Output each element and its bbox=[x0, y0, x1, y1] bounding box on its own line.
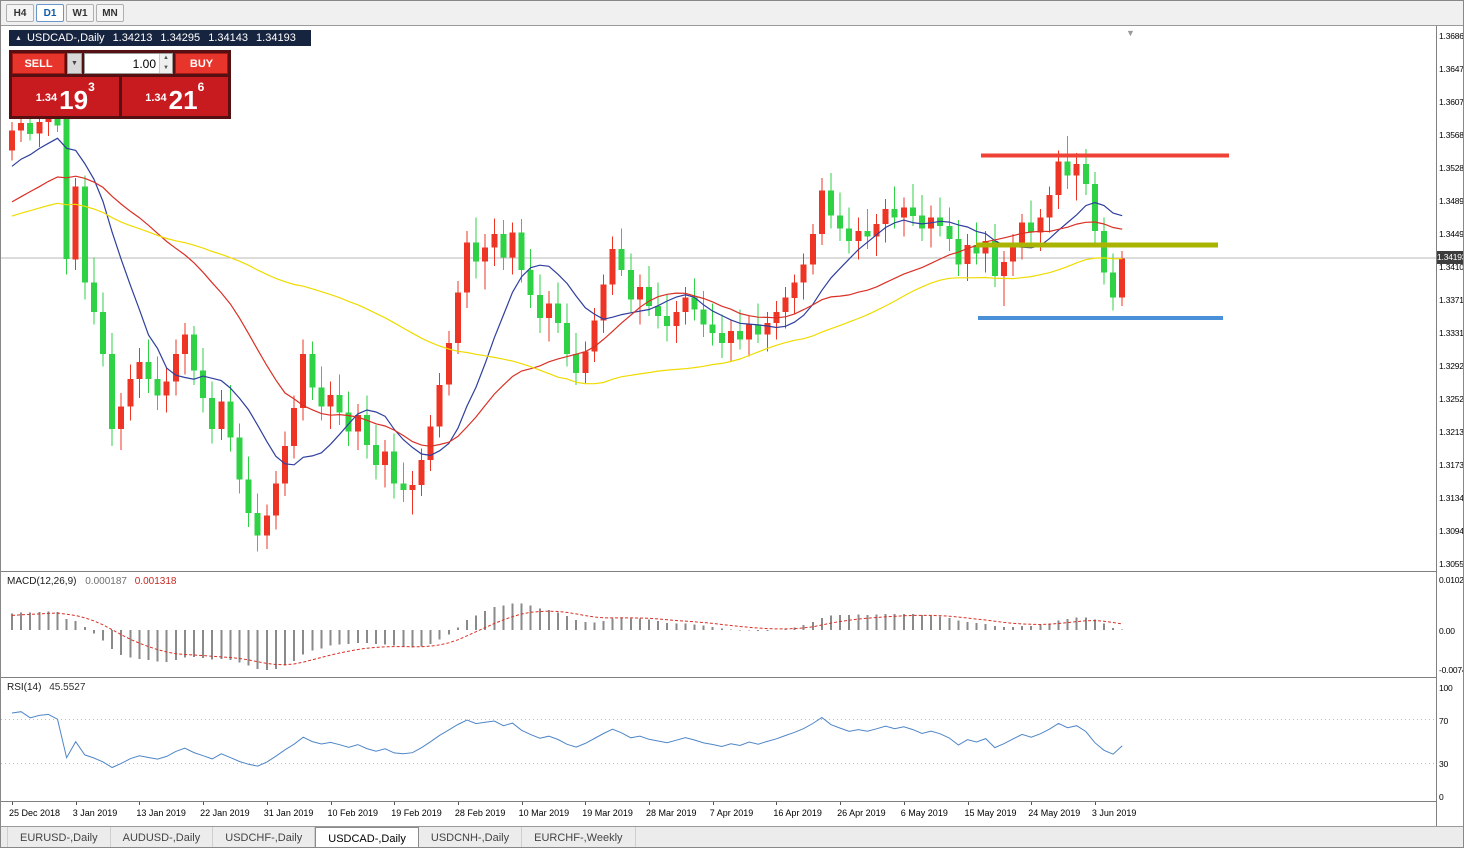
volume-input[interactable] bbox=[85, 54, 159, 73]
tab-eurusd-daily[interactable]: EURUSD-,Daily bbox=[7, 827, 111, 847]
sell-button[interactable]: SELL bbox=[12, 53, 65, 74]
candles-layer bbox=[9, 110, 1126, 552]
tab-usdcad-daily[interactable]: USDCAD-,Daily bbox=[315, 827, 419, 847]
panel-divider[interactable] bbox=[1, 677, 1436, 678]
current-price-badge: 1.34193 bbox=[1437, 251, 1464, 265]
stepper-up-icon[interactable]: ▲ bbox=[160, 54, 172, 64]
tab-usdcnh-daily[interactable]: USDCNH-,Daily bbox=[419, 827, 523, 847]
chart-shift-icon[interactable]: ▼ bbox=[1126, 28, 1135, 38]
macd-name: MACD(12,26,9) bbox=[7, 576, 77, 587]
volume-field: ▲▼ bbox=[84, 53, 173, 74]
ohlc-readout: 1.34213 1.34295 1.34143 1.34193 bbox=[113, 32, 301, 44]
close-value: 1.34193 bbox=[256, 32, 296, 44]
tab-usdchf-daily[interactable]: USDCHF-,Daily bbox=[213, 827, 316, 847]
bid-big-digits: 19 bbox=[59, 85, 89, 115]
price-chart[interactable] bbox=[1, 26, 1436, 571]
rsi-indicator-label: RSI(14) 45.5527 bbox=[7, 682, 85, 693]
panel-divider bbox=[1, 801, 1436, 802]
tab-audusd-daily[interactable]: AUDUSD-,Daily bbox=[111, 827, 214, 847]
timeframe-w1-button[interactable]: W1 bbox=[66, 4, 94, 22]
axis-divider bbox=[1436, 26, 1437, 826]
ask-big-digits: 21 bbox=[168, 85, 198, 115]
chart-expand-icon: ▲ bbox=[15, 34, 22, 42]
timeframe-d1-button[interactable]: D1 bbox=[36, 4, 64, 22]
volume-stepper[interactable]: ▲ ▼ bbox=[159, 54, 172, 73]
ask-price-button[interactable]: 1.34 21 6 bbox=[121, 77, 228, 116]
low-value: 1.34143 bbox=[208, 32, 248, 44]
bid-pip-digit: 3 bbox=[88, 80, 95, 94]
timeframe-toolbar: H4 D1 W1 MN bbox=[1, 1, 1463, 26]
high-value: 1.34295 bbox=[160, 32, 201, 44]
chart-symbol-label: USDCAD-,Daily bbox=[26, 32, 105, 44]
ask-pip-digit: 6 bbox=[197, 80, 205, 94]
moving-averages-layer bbox=[11, 137, 1123, 466]
macd-histogram bbox=[11, 603, 1124, 670]
time-axis[interactable]: 25 Dec 2018 3 Jan 2019 13 Jan 2019 22 Jan 2… bbox=[1, 802, 1436, 825]
trendlines-layer[interactable] bbox=[976, 153, 1229, 320]
buy-button[interactable]: BUY bbox=[175, 53, 228, 74]
rsi-panel[interactable] bbox=[1, 678, 1436, 801]
macd-indicator-label: MACD(12,26,9) 0.000187 0.001318 bbox=[7, 576, 176, 587]
chart-title-bar: ▲ USDCAD-,Daily 1.34213 1.34295 1.34143 … bbox=[9, 30, 311, 46]
charts-bar: EURUSD-,Daily AUDUSD-,Daily USDCHF-,Dail… bbox=[1, 826, 1463, 847]
tab-eurchf-weekly[interactable]: EURCHF-,Weekly bbox=[522, 827, 636, 847]
panel-divider[interactable] bbox=[1, 571, 1436, 572]
macd-main-value: 0.000187 bbox=[85, 576, 127, 587]
timeframe-mn-button[interactable]: MN bbox=[96, 4, 124, 22]
bid-prefix: 1.34 bbox=[35, 92, 58, 104]
chart-region[interactable]: ▲ USDCAD-,Daily 1.34213 1.34295 1.34143 … bbox=[1, 26, 1464, 826]
ask-prefix: 1.34 bbox=[145, 92, 167, 104]
price-axis[interactable]: 1.368601.364701.360701.356801.352801.348… bbox=[1439, 31, 1464, 802]
macd-panel[interactable] bbox=[1, 572, 1436, 677]
stepper-down-icon[interactable]: ▼ bbox=[160, 63, 172, 73]
rsi-name: RSI(14) bbox=[7, 682, 42, 693]
bid-price-button[interactable]: 1.34 19 3 bbox=[12, 77, 119, 116]
volume-dropdown-button[interactable]: ▼ bbox=[67, 53, 82, 74]
open-value: 1.34213 bbox=[112, 32, 153, 44]
timeframe-h4-button[interactable]: H4 bbox=[6, 4, 34, 22]
rsi-value: 45.5527 bbox=[49, 682, 86, 693]
one-click-trading-panel: SELL ▼ ▲▼ BUY 1.34 19 3 1.34 21 6 bbox=[9, 50, 231, 119]
macd-signal-value: 0.001318 bbox=[134, 576, 177, 587]
